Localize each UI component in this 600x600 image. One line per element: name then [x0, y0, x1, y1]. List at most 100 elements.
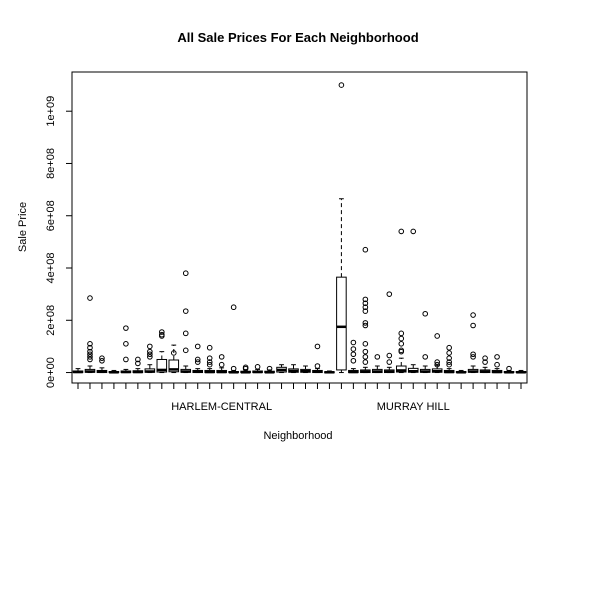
outlier-point	[159, 329, 165, 335]
outlier-point	[362, 300, 369, 307]
x-axis-label: Neighborhood	[263, 430, 332, 442]
box-18	[276, 364, 287, 374]
outlier-point	[123, 325, 129, 331]
box-38	[515, 369, 527, 374]
outlier-point	[506, 365, 512, 372]
outlier-point	[422, 354, 429, 360]
x-tick-label: HARLEM-CENTRAL	[171, 401, 272, 413]
box-33	[455, 369, 467, 374]
box-series	[72, 82, 527, 374]
outlier-point	[350, 357, 357, 364]
y-axis-label: Sale Price	[17, 202, 29, 252]
outlier-point	[254, 363, 261, 370]
outlier-point	[147, 348, 153, 355]
outlier-point	[482, 355, 488, 361]
box-2	[84, 295, 96, 374]
box-34	[467, 312, 479, 374]
chart-title: All Sale Prices For Each Neighborhood	[177, 30, 418, 45]
outlier-point	[194, 343, 201, 350]
x-axis: HARLEM-CENTRAL MURRAY HILL	[77, 382, 522, 413]
box-20	[300, 365, 311, 374]
outlier-point	[362, 340, 369, 347]
y-tick-label: 2e+08	[45, 305, 57, 336]
outlier-point	[398, 340, 405, 347]
outlier-point	[123, 340, 129, 347]
box-10	[180, 270, 192, 374]
outlier-point	[182, 347, 189, 354]
box-iqr	[156, 358, 168, 373]
outlier-point	[230, 304, 237, 311]
outlier-point	[99, 357, 105, 364]
outlier-point	[159, 333, 165, 339]
outlier-point	[206, 344, 213, 351]
box-8	[156, 329, 168, 374]
outlier-point	[147, 343, 153, 350]
box-9	[168, 344, 180, 374]
box-23	[336, 82, 347, 374]
outlier-point	[482, 359, 488, 365]
box-29	[407, 228, 419, 374]
outlier-point	[362, 320, 369, 326]
outlier-point	[87, 348, 93, 355]
outlier-point	[147, 354, 153, 360]
box-22	[324, 370, 335, 374]
y-tick-label: 1e+09	[45, 96, 57, 127]
box-26	[372, 354, 383, 374]
outlier-point	[350, 339, 357, 346]
outlier-point	[338, 82, 345, 88]
outlier-point	[170, 350, 177, 356]
outlier-point	[470, 312, 476, 318]
outlier-point	[182, 270, 189, 277]
box-14	[228, 304, 239, 374]
outlier-point	[194, 359, 201, 365]
box-32	[443, 344, 455, 374]
outlier-point	[182, 330, 189, 337]
outlier-point	[87, 356, 93, 363]
box-37	[503, 365, 515, 374]
outlier-point	[135, 360, 141, 367]
outlier-point	[398, 330, 405, 337]
outlier-point	[470, 354, 476, 360]
y-tick-label: 8e+08	[45, 148, 57, 179]
outlier-point	[494, 361, 500, 368]
outlier-point	[398, 228, 405, 235]
outlier-point	[87, 354, 93, 360]
box-12	[204, 344, 215, 374]
outlier-point	[314, 363, 321, 369]
y-tick-label: 0e+00	[45, 357, 57, 388]
outlier-point	[147, 351, 153, 358]
y-axis: 0e+00 2e+08 4e+08 6e+08 8e+08 1e+09	[45, 96, 73, 388]
outlier-point	[87, 340, 93, 347]
outlier-point	[218, 354, 225, 360]
outlier-point	[87, 344, 93, 351]
outlier-point	[99, 355, 105, 361]
box-1	[72, 368, 84, 374]
outlier-point	[362, 304, 369, 311]
box-25	[360, 246, 371, 374]
outlier-point	[218, 361, 225, 368]
outlier-point	[446, 359, 452, 365]
outlier-point	[398, 348, 405, 355]
outlier-point	[386, 352, 393, 359]
outlier-point	[87, 295, 93, 301]
box-31	[431, 333, 443, 374]
box-13	[216, 354, 227, 374]
box-11	[192, 343, 204, 374]
outlier-point	[434, 333, 440, 339]
box-21	[312, 343, 323, 374]
box-28	[395, 228, 407, 374]
outlier-point	[446, 361, 452, 368]
outlier-point	[135, 356, 141, 363]
outlier-point	[434, 359, 440, 365]
box-36	[491, 354, 503, 374]
box-6	[132, 356, 144, 374]
outlier-point	[446, 350, 452, 356]
outlier-point	[494, 354, 500, 360]
outlier-point	[362, 296, 369, 303]
box-27	[384, 291, 395, 374]
box-15	[240, 364, 251, 374]
outlier-point	[362, 246, 369, 253]
outlier-point	[362, 308, 369, 314]
outlier-point	[470, 351, 476, 358]
